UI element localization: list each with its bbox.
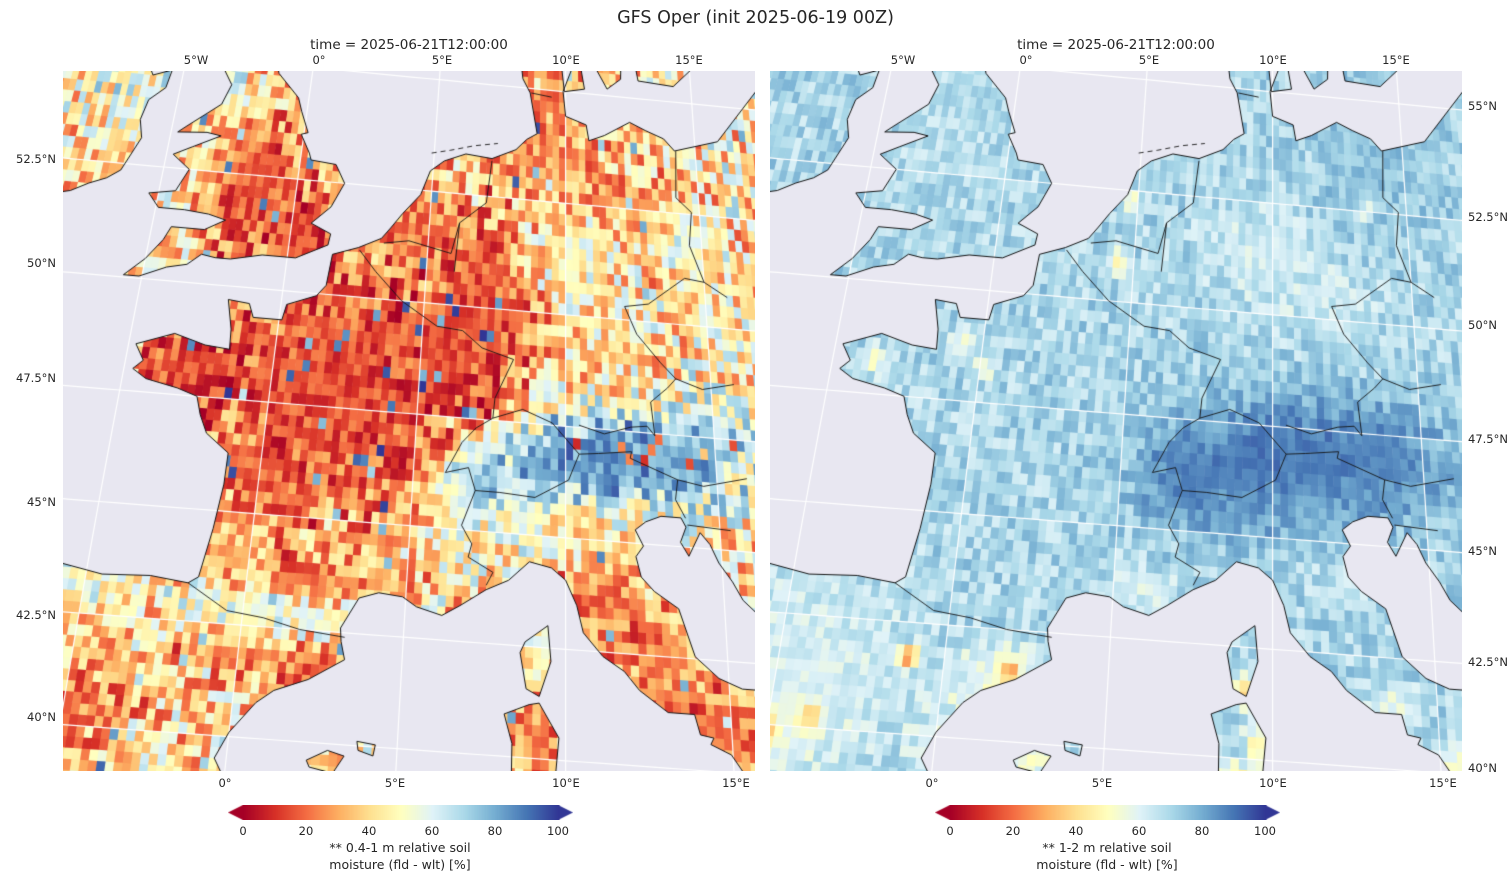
axis-tick: 47.5°N (1468, 432, 1508, 446)
axis-tick: 15°E (1382, 53, 1410, 67)
colorbar-tick: 40 (1068, 824, 1084, 838)
axis-tick: 40°N (27, 710, 56, 724)
axis-tick: 0° (925, 776, 939, 790)
colorbar-tick: 100 (1254, 824, 1276, 838)
axis-tick: 15°E (1429, 776, 1457, 790)
axis-tick: 52.5°N (1468, 210, 1508, 224)
axis-tick: 5°W (890, 53, 916, 67)
axis-tick: 10°E (1259, 776, 1287, 790)
colorbar-tick: 60 (1131, 824, 1147, 838)
colorbar-tick: 100 (547, 824, 569, 838)
axis-tick: 0° (1019, 53, 1033, 67)
map-canvas-right (770, 71, 1462, 771)
colorbar-label-line1: ** 1-2 m relative soil (1042, 840, 1172, 855)
colorbar-tick: 60 (424, 824, 440, 838)
axis-tick: 5°E (1091, 776, 1113, 790)
axis-tick: 5°E (1138, 53, 1160, 67)
left-colorbar-label: ** 0.4-1 m relative soil moisture (fld -… (200, 840, 600, 873)
axis-tick: 5°W (183, 53, 209, 67)
axis-tick: 5°E (431, 53, 453, 67)
colorbar-tick: 20 (298, 824, 314, 838)
axis-tick: 10°E (1259, 53, 1287, 67)
colorbar-tick: 20 (1005, 824, 1021, 838)
figure-title: GFS Oper (init 2025-06-19 00Z) (617, 8, 894, 28)
left-panel-subtitle: time = 2025-06-21T12:00:00 (310, 37, 508, 53)
axis-tick: 52.5°N (16, 152, 56, 166)
colorbar-tick: 80 (1194, 824, 1210, 838)
axis-tick: 55°N (1468, 99, 1497, 113)
axis-tick: 0° (218, 776, 232, 790)
axis-tick: 10°E (552, 776, 580, 790)
colorbar-tick: 80 (487, 824, 503, 838)
axis-tick: 42.5°N (1468, 655, 1508, 669)
colorbar-right (935, 805, 1280, 820)
colorbar-label-line2: moisture (fld - wlt) [%] (329, 856, 471, 872)
colorbar-tick: 40 (361, 824, 377, 838)
colorbar-left (228, 805, 573, 820)
axis-tick: 47.5°N (16, 371, 56, 385)
axis-tick: 15°E (722, 776, 750, 790)
axis-tick: 10°E (552, 53, 580, 67)
axis-tick: 40°N (1468, 761, 1497, 775)
axis-tick: 42.5°N (16, 608, 56, 622)
axis-tick: 15°E (675, 53, 703, 67)
axis-tick: 50°N (27, 256, 56, 270)
colorbar-label-line2: moisture (fld - wlt) [%] (1036, 856, 1178, 872)
colorbar-label-line1: ** 0.4-1 m relative soil (329, 840, 471, 855)
axis-tick: 5°E (384, 776, 406, 790)
colorbar-tick: 0 (946, 824, 954, 838)
right-panel-subtitle: time = 2025-06-21T12:00:00 (1017, 37, 1215, 53)
axis-tick: 0° (312, 53, 326, 67)
map-canvas-left (63, 71, 755, 771)
colorbar-tick: 0 (239, 824, 247, 838)
axis-tick: 45°N (1468, 544, 1497, 558)
right-colorbar-label: ** 1-2 m relative soil moisture (fld - w… (907, 840, 1307, 873)
axis-tick: 45°N (27, 495, 56, 509)
axis-tick: 50°N (1468, 318, 1497, 332)
